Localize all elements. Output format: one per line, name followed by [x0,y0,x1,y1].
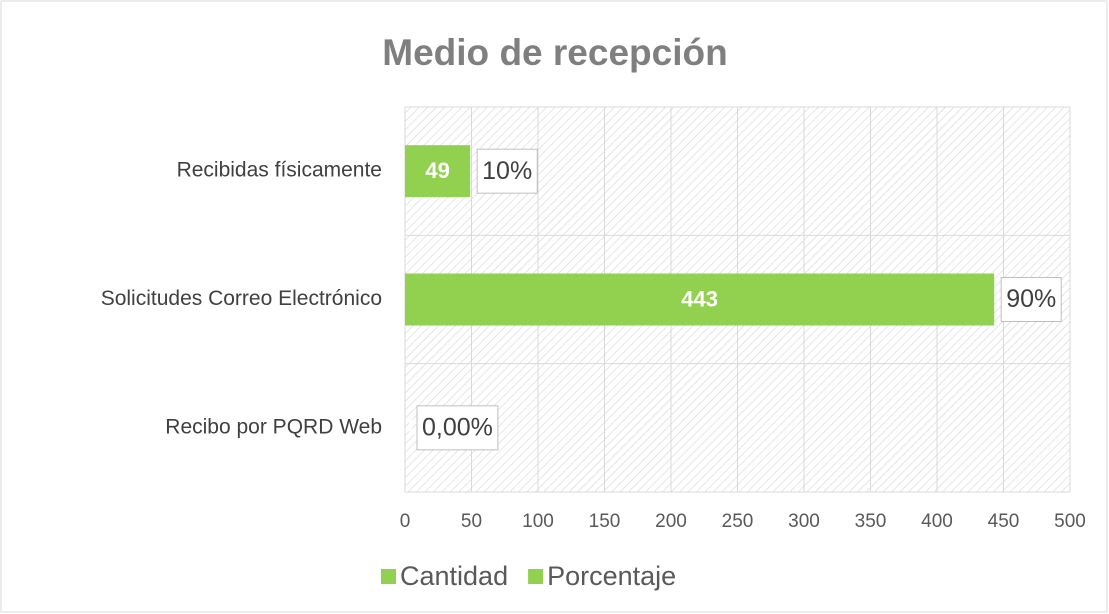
x-tick-label: 500 [1054,511,1086,532]
bar [405,273,407,326]
x-tick-label: 150 [589,511,621,532]
x-tick-label: 200 [655,511,687,532]
legend-swatch [528,569,544,584]
legend-label: Porcentaje [547,561,676,591]
y-tick-label: Solicitudes Correo Electrónico [101,287,382,310]
data-label: 443 [681,286,718,311]
bar [405,273,995,326]
data-label: 0,00% [422,413,493,441]
chart-title: Medio de recepción [382,32,727,73]
data-label-box [416,405,499,451]
data-label: 49 [425,158,449,183]
legend-label: Cantidad [400,561,508,591]
y-tick-label: Recibo por PQRD Web [165,415,382,438]
x-tick-label: 300 [788,511,820,532]
x-tick-label: 400 [921,511,953,532]
data-label-box [476,148,538,194]
x-tick-label: 450 [988,511,1020,532]
bar [405,145,471,198]
data-label: 10% [482,157,532,185]
data-label-box [1000,277,1062,322]
x-tick-label: 350 [855,511,887,532]
x-tick-label: 250 [722,511,754,532]
legend-swatch [381,569,396,584]
x-tick-label: 50 [461,511,482,532]
data-label: 90% [1006,285,1056,313]
x-tick-label: 0 [400,511,411,532]
x-tick-label: 100 [522,511,554,532]
y-tick-label: Recibidas físicamente [177,159,382,182]
